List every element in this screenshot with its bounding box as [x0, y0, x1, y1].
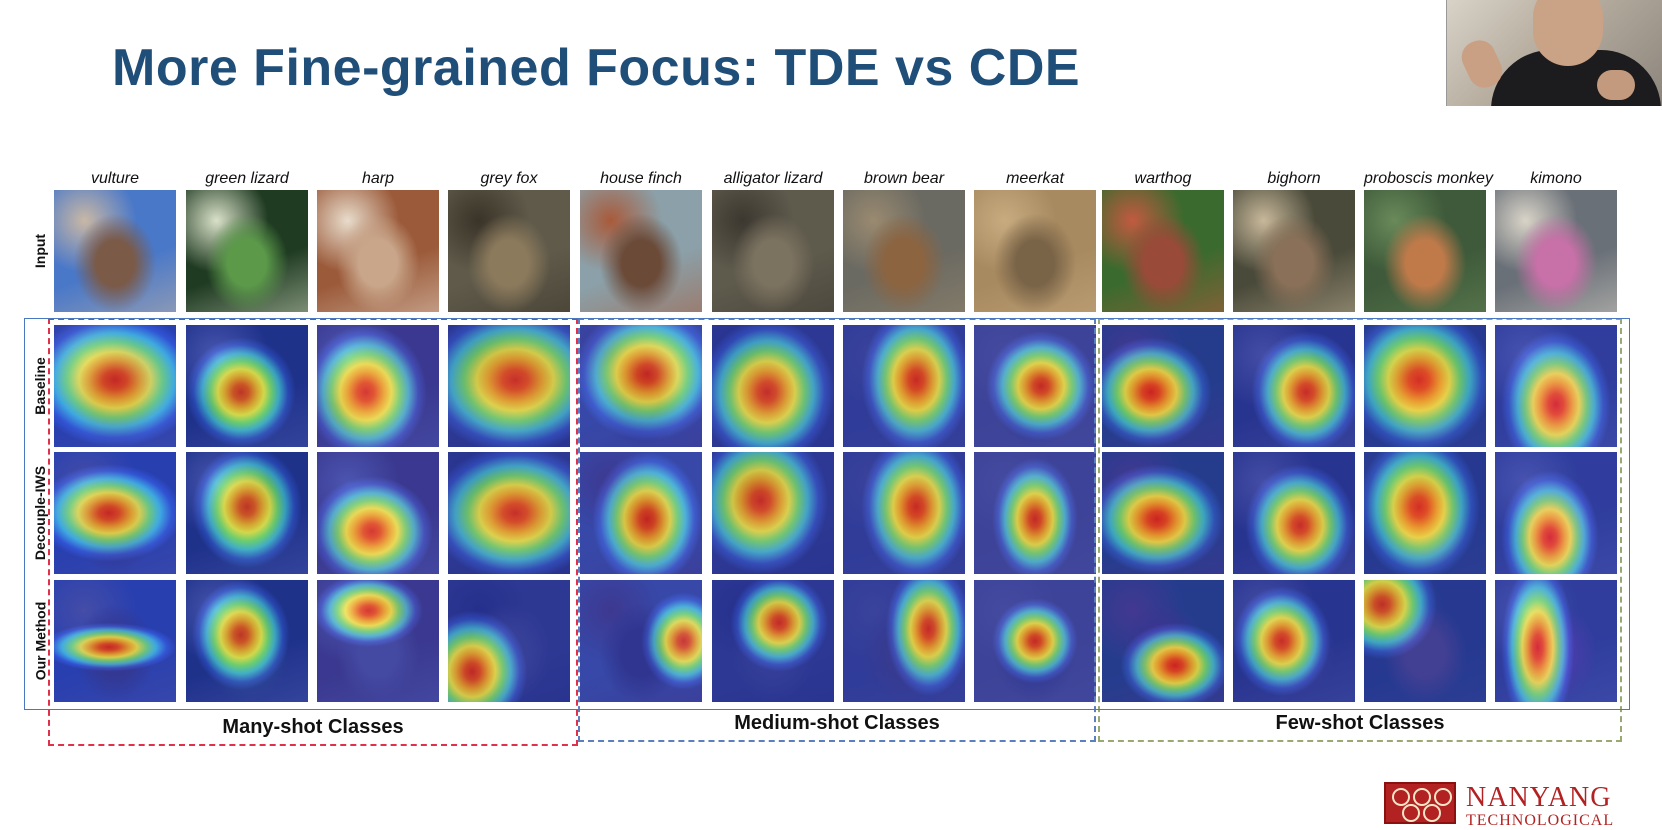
input-image	[1102, 190, 1224, 312]
presenter-head	[1533, 0, 1603, 66]
class-group-label: Medium-shot Classes	[734, 712, 940, 734]
attention-map	[580, 452, 702, 574]
input-image	[54, 190, 176, 312]
attention-map	[1364, 580, 1486, 702]
attention-map	[1495, 452, 1617, 574]
attention-map	[712, 325, 834, 447]
input-image	[580, 190, 702, 312]
attention-map	[317, 452, 439, 574]
column-label: alligator lizard	[723, 170, 823, 187]
column-label: proboscis monkey	[1364, 170, 1493, 187]
column-label: warthog	[1134, 170, 1192, 187]
column-label: bighorn	[1267, 170, 1321, 187]
column-label: kimono	[1530, 170, 1582, 187]
attention-map	[843, 580, 965, 702]
attention-map	[1102, 325, 1224, 447]
input-image	[1364, 190, 1486, 312]
attention-map	[580, 580, 702, 702]
attention-map	[54, 325, 176, 447]
column-label: house finch	[600, 170, 682, 187]
input-image	[186, 190, 308, 312]
attention-map	[712, 580, 834, 702]
input-image	[843, 190, 965, 312]
attention-map	[1495, 580, 1617, 702]
attention-map	[186, 325, 308, 447]
attention-map	[186, 452, 308, 574]
column-label: meerkat	[1006, 170, 1064, 187]
attention-map	[1233, 580, 1355, 702]
row-label-text: Input	[32, 233, 48, 269]
input-image	[1233, 190, 1355, 312]
column-label: vulture	[90, 170, 140, 187]
attention-map	[580, 325, 702, 447]
attention-map	[54, 580, 176, 702]
attention-map	[974, 452, 1096, 574]
class-group-box	[578, 318, 1096, 742]
input-image	[317, 190, 439, 312]
attention-map	[1102, 580, 1224, 702]
university-seal-icon	[1384, 782, 1456, 824]
attention-map	[317, 325, 439, 447]
attention-map	[448, 325, 570, 447]
attention-map	[448, 580, 570, 702]
attention-map	[317, 580, 439, 702]
presenter-hand	[1597, 70, 1635, 100]
attention-map	[712, 452, 834, 574]
attention-map	[1102, 452, 1224, 574]
slide-title: More Fine-grained Focus: TDE vs CDE	[112, 39, 1081, 97]
method-rows-box	[24, 318, 1630, 710]
attention-map	[54, 452, 176, 574]
logo-text-line2: TECHNOLOGICAL	[1466, 812, 1615, 829]
attention-map	[843, 452, 965, 574]
column-label: harp	[361, 170, 395, 187]
column-label: grey fox	[480, 170, 538, 187]
input-image	[448, 190, 570, 312]
class-group-box	[48, 318, 578, 746]
attention-map	[1364, 452, 1486, 574]
column-label: brown bear	[863, 170, 945, 187]
attention-map	[1495, 325, 1617, 447]
input-image	[974, 190, 1096, 312]
attention-map	[974, 580, 1096, 702]
presenter-webcam	[1446, 0, 1662, 106]
column-label: green lizard	[205, 170, 289, 187]
attention-map	[974, 325, 1096, 447]
attention-map	[1233, 325, 1355, 447]
attention-map	[1233, 452, 1355, 574]
attention-map	[448, 452, 570, 574]
class-group-label: Few-shot Classes	[1275, 712, 1445, 734]
class-group-label: Many-shot Classes	[222, 716, 404, 738]
logo-text-line1: NANYANG	[1466, 782, 1612, 813]
class-group-box	[1098, 318, 1622, 742]
attention-map	[186, 580, 308, 702]
attention-map	[1364, 325, 1486, 447]
attention-map	[843, 325, 965, 447]
input-image	[1495, 190, 1617, 312]
university-logo: NANYANG TECHNOLOGICAL	[1384, 782, 1662, 829]
input-image	[712, 190, 834, 312]
